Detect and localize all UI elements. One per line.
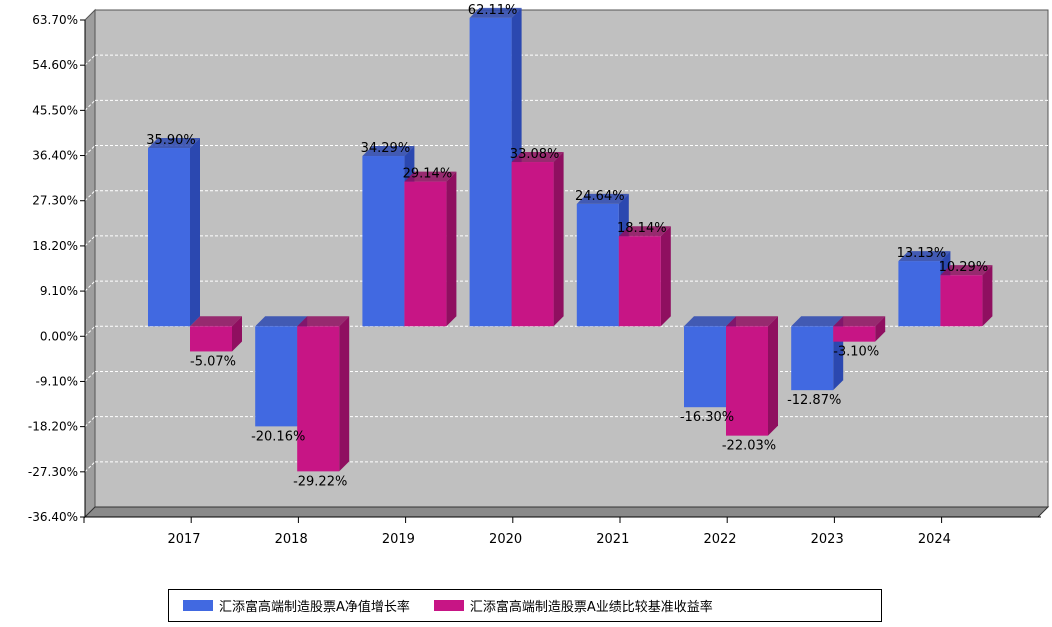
- bar: [362, 156, 405, 327]
- y-tick-label: 45.50%: [32, 103, 78, 117]
- bar: [684, 326, 726, 408]
- data-label: -16.30%: [680, 410, 734, 425]
- y-tick-label: -18.20%: [28, 420, 78, 434]
- gridline-side: [84, 416, 96, 427]
- bar-side: [982, 265, 993, 327]
- bar-side: [875, 316, 886, 342]
- x-tick-label: 2018: [275, 532, 308, 547]
- plot-back-wall: [94, 9, 1049, 508]
- y-tick-label: 18.20%: [32, 239, 78, 253]
- y-tick-label: -9.10%: [36, 374, 78, 388]
- bar-top: [362, 146, 415, 157]
- bar-side: [768, 316, 778, 436]
- bar: [469, 17, 512, 327]
- gridline-side: [84, 461, 96, 473]
- x-tick-label: 2017: [167, 532, 200, 547]
- y-tick-label: -36.40%: [28, 510, 78, 524]
- y-tick-label: 9.10%: [40, 284, 78, 298]
- bar-side: [339, 316, 350, 472]
- bar: [404, 181, 447, 327]
- gridline-side: [84, 100, 96, 111]
- plot-left-wall: [84, 8, 96, 519]
- bar-top: [148, 138, 200, 149]
- x-tick-label: 2024: [918, 532, 951, 547]
- gridline-side: [84, 325, 96, 337]
- y-tick-label: 0.00%: [40, 329, 78, 343]
- bar: [940, 275, 983, 327]
- bar-side: [232, 316, 242, 352]
- legend-swatch-nav: [183, 600, 213, 611]
- data-label: -3.10%: [833, 345, 879, 360]
- bar: [576, 203, 619, 327]
- bar-side: [553, 152, 564, 327]
- gridline-side: [84, 371, 96, 382]
- data-label: 10.29%: [939, 260, 989, 275]
- bar-top: [190, 316, 242, 327]
- bar: [148, 148, 190, 327]
- legend-item-nav: 汇添富高端制造股票A净值增长率: [183, 596, 410, 615]
- bar: [791, 326, 834, 391]
- bar-top: [791, 316, 844, 327]
- data-label: 29.14%: [403, 167, 453, 182]
- bar-top: [297, 316, 350, 327]
- legend-label-benchmark: 汇添富高端制造股票A业绩比较基准收益率: [469, 600, 713, 615]
- legend-swatch-benchmark: [433, 600, 464, 611]
- bar: [190, 326, 232, 352]
- data-label: -12.87%: [787, 393, 841, 408]
- bar-top: [618, 226, 671, 237]
- data-label: 34.29%: [361, 141, 411, 156]
- y-tick-label: -27.30%: [28, 465, 78, 479]
- bar-side: [660, 226, 671, 327]
- data-label: 13.13%: [897, 246, 947, 261]
- y-tick-label: 63.70%: [32, 13, 78, 27]
- bar-top: [898, 251, 951, 262]
- gridline-side: [84, 54, 96, 66]
- data-label: 33.08%: [510, 147, 560, 162]
- bar-top: [255, 316, 308, 327]
- bar-side: [446, 171, 457, 327]
- bar: [511, 162, 554, 327]
- data-label: 24.64%: [575, 189, 625, 204]
- bar-top: [726, 316, 778, 327]
- bar: [833, 326, 876, 342]
- bar: [297, 326, 340, 472]
- y-tick-label: 36.40%: [32, 149, 78, 163]
- bar: [618, 236, 661, 327]
- x-tick-label: 2021: [596, 532, 629, 547]
- data-label: 62.11%: [468, 3, 518, 18]
- data-label: -29.22%: [293, 474, 347, 489]
- bar: [898, 261, 941, 327]
- x-tick-label: 2022: [703, 532, 736, 547]
- x-tick-label: 2019: [382, 532, 415, 547]
- y-tick-label: 54.60%: [32, 58, 78, 72]
- data-label: -20.16%: [251, 429, 305, 444]
- bar-top: [833, 316, 886, 327]
- gridline-side: [84, 190, 96, 202]
- bar-chart: 63.70% 54.60% 45.50% 36.40% 27.30% 18.20% 9.10…: [28, 3, 1050, 547]
- data-label: -22.03%: [722, 439, 776, 454]
- bar-side: [190, 138, 200, 327]
- bar-top: [940, 265, 993, 276]
- bar: [726, 326, 768, 436]
- data-label: -5.07%: [190, 354, 236, 369]
- bar-top: [684, 316, 736, 327]
- gridline-side: [84, 145, 96, 156]
- bar-top: [469, 7, 522, 18]
- y-tick-label: 27.30%: [32, 194, 78, 208]
- gridline-side: [84, 235, 96, 247]
- bar-top: [576, 193, 629, 204]
- data-label: 35.90%: [146, 133, 196, 148]
- legend: 汇添富高端制造股票A净值增长率 汇添富高端制造股票A业绩比较基准收益率: [168, 589, 882, 622]
- bar-top: [404, 171, 457, 182]
- x-tick-label: 2023: [811, 532, 844, 547]
- x-tick-label: 2020: [489, 532, 522, 547]
- gridline-side: [84, 280, 96, 292]
- bar-top: [511, 152, 564, 163]
- legend-label-nav: 汇添富高端制造股票A净值增长率: [219, 600, 410, 615]
- legend-item-benchmark: 汇添富高端制造股票A业绩比较基准收益率: [433, 596, 713, 615]
- bar: [255, 326, 298, 427]
- data-label: 18.14%: [617, 221, 667, 236]
- plot-floor: [83, 506, 1050, 518]
